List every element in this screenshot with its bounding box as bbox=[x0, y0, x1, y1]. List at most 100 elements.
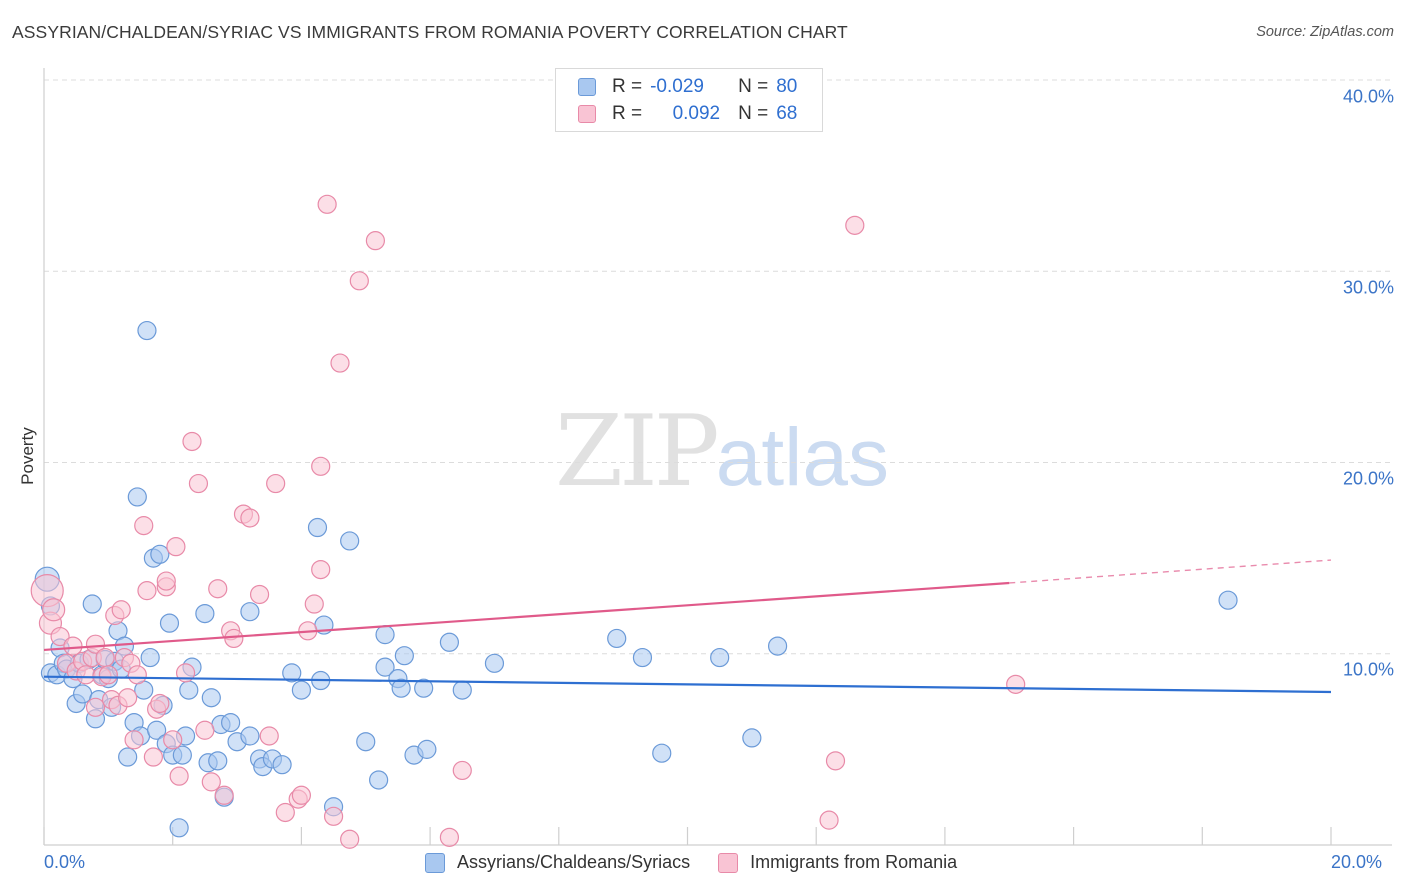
data-point-romania bbox=[304, 594, 324, 614]
data-point-romania bbox=[1006, 674, 1026, 694]
data-point-assyrians bbox=[221, 712, 241, 733]
data-point-romania bbox=[111, 600, 131, 620]
data-point-romania bbox=[224, 628, 244, 649]
data-point-romania bbox=[63, 636, 83, 656]
data-point-assyrians bbox=[652, 743, 672, 763]
legend-n-value: 68 bbox=[776, 103, 798, 124]
series-legend-item-romania[interactable]: Immigrants from Romania bbox=[718, 852, 957, 873]
data-point-assyrians bbox=[767, 636, 788, 656]
data-point-assyrians bbox=[1218, 590, 1238, 610]
data-point-romania bbox=[95, 647, 115, 668]
data-point-assyrians bbox=[452, 680, 472, 700]
data-point-romania bbox=[266, 473, 286, 494]
data-point-romania bbox=[50, 626, 70, 647]
data-point-romania bbox=[156, 571, 176, 591]
data-point-assyrians bbox=[307, 517, 328, 538]
data-point-assyrians bbox=[375, 657, 395, 677]
data-point-assyrians bbox=[484, 653, 505, 673]
data-point-assyrians bbox=[742, 728, 762, 748]
source-label: Source: ZipAtlas.com bbox=[1256, 24, 1394, 40]
data-point-romania bbox=[311, 559, 331, 580]
data-point-assyrians bbox=[73, 684, 93, 704]
data-point-romania bbox=[214, 785, 234, 805]
data-point-assyrians bbox=[632, 647, 653, 668]
series-legend-label: Immigrants from Romania bbox=[750, 852, 958, 872]
data-point-assyrians bbox=[159, 613, 180, 633]
data-point-assyrians bbox=[140, 647, 160, 668]
data-point-romania bbox=[124, 730, 144, 750]
data-point-assyrians bbox=[118, 747, 138, 767]
data-point-romania bbox=[42, 598, 66, 622]
legend-r-value: -0.029 bbox=[650, 76, 704, 97]
x-tick-label: 0.0% bbox=[44, 852, 86, 872]
data-point-assyrians bbox=[710, 647, 730, 668]
data-point-romania bbox=[118, 688, 138, 708]
data-point-romania bbox=[182, 431, 202, 452]
data-point-assyrians bbox=[375, 625, 395, 645]
series-legend-item-assyrians[interactable]: Assyrians/Chaldeans/Syriacs bbox=[425, 852, 690, 873]
y-tick-label: 20.0% bbox=[1342, 468, 1394, 489]
data-point-romania bbox=[143, 747, 163, 767]
legend-r-label: R = bbox=[612, 103, 643, 124]
data-point-romania bbox=[340, 829, 360, 849]
data-point-romania bbox=[259, 726, 279, 746]
data-point-romania bbox=[169, 766, 189, 786]
data-point-romania bbox=[311, 456, 331, 476]
data-point-romania bbox=[127, 665, 147, 685]
data-point-assyrians bbox=[147, 720, 167, 740]
data-point-romania bbox=[98, 665, 118, 685]
data-point-romania bbox=[76, 665, 96, 685]
legend-n-label: N = bbox=[738, 103, 769, 124]
data-point-assyrians bbox=[240, 602, 260, 622]
data-point-assyrians bbox=[369, 770, 389, 790]
legend-r-value: 0.092 bbox=[672, 103, 721, 124]
data-point-assyrians bbox=[150, 544, 170, 564]
trend-line-romania bbox=[43, 581, 1010, 652]
data-point-romania bbox=[452, 760, 472, 781]
data-point-romania bbox=[291, 785, 311, 805]
stats-legend: R = -0.029 N = 80 R = 0.092 N = 68 bbox=[555, 68, 823, 132]
data-point-assyrians bbox=[272, 755, 292, 775]
data-point-romania bbox=[275, 802, 295, 823]
data-point-romania bbox=[317, 194, 337, 214]
trend-line-romania-extension bbox=[1009, 559, 1332, 584]
x-tick-label: 20.0% bbox=[1331, 852, 1383, 872]
data-point-romania bbox=[85, 634, 106, 654]
data-point-assyrians bbox=[417, 739, 437, 759]
y-tick-label: 40.0% bbox=[1342, 86, 1394, 107]
data-point-romania bbox=[323, 806, 344, 826]
data-point-romania bbox=[208, 579, 228, 599]
chart-title: ASSYRIAN/CHALDEAN/SYRIAC VS IMMIGRANTS F… bbox=[12, 22, 848, 42]
data-point-assyrians bbox=[201, 688, 221, 708]
legend-swatch-pink bbox=[578, 105, 596, 123]
data-point-romania bbox=[365, 231, 386, 251]
data-point-romania bbox=[349, 271, 369, 291]
data-point-romania bbox=[240, 508, 260, 528]
y-tick-label: 30.0% bbox=[1342, 277, 1394, 298]
data-point-romania bbox=[163, 730, 183, 750]
series-legend: Assyrians/Chaldeans/Syriacs Immigrants f… bbox=[425, 852, 985, 873]
legend-n-label: N = bbox=[738, 76, 769, 97]
data-point-romania bbox=[188, 473, 209, 494]
data-point-romania bbox=[166, 537, 186, 557]
series-swatch-pink bbox=[718, 852, 739, 873]
data-point-romania bbox=[845, 215, 865, 235]
legend-row-romania: R = 0.092 N = 68 bbox=[578, 102, 797, 126]
trend-line-assyrians bbox=[43, 675, 1332, 694]
data-point-assyrians bbox=[394, 646, 414, 666]
data-point-romania bbox=[150, 693, 170, 714]
data-point-assyrians bbox=[391, 678, 411, 698]
data-point-assyrians bbox=[282, 663, 302, 683]
legend-row-assyrians: R = -0.029 N = 80 bbox=[578, 75, 797, 99]
legend-swatch-blue bbox=[578, 78, 596, 96]
data-point-romania bbox=[439, 827, 460, 847]
series-legend-label: Assyrians/Chaldeans/Syriacs bbox=[457, 852, 691, 872]
data-point-romania bbox=[137, 581, 157, 601]
data-point-romania bbox=[134, 516, 154, 536]
y-tick-label: 10.0% bbox=[1342, 659, 1394, 680]
data-point-assyrians bbox=[137, 320, 157, 341]
data-point-romania bbox=[201, 772, 221, 792]
data-point-assyrians bbox=[195, 603, 215, 624]
data-point-assyrians bbox=[179, 680, 199, 700]
